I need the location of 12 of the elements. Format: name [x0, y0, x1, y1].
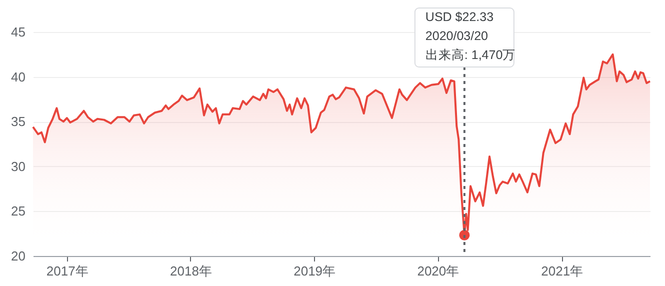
y-tick-label: 35 — [11, 114, 26, 130]
x-tick-label: 2017年 — [46, 264, 88, 278]
annotation: USD $22.33 2020/03/20 出来高: 1,470万 — [425, 10, 516, 62]
y-tick-label: 30 — [11, 158, 26, 174]
y-tick-label: 20 — [11, 248, 26, 264]
x-tick-label: 2021年 — [541, 264, 584, 278]
y-tick-label: 40 — [11, 69, 26, 84]
x-tick-label: 2019年 — [294, 264, 336, 278]
y-tick-label: 25 — [11, 204, 26, 219]
x-tick-label: 2020年 — [417, 264, 460, 278]
x-tick-label: 2018年 — [170, 264, 212, 278]
y-tick-label: 45 — [11, 24, 26, 40]
